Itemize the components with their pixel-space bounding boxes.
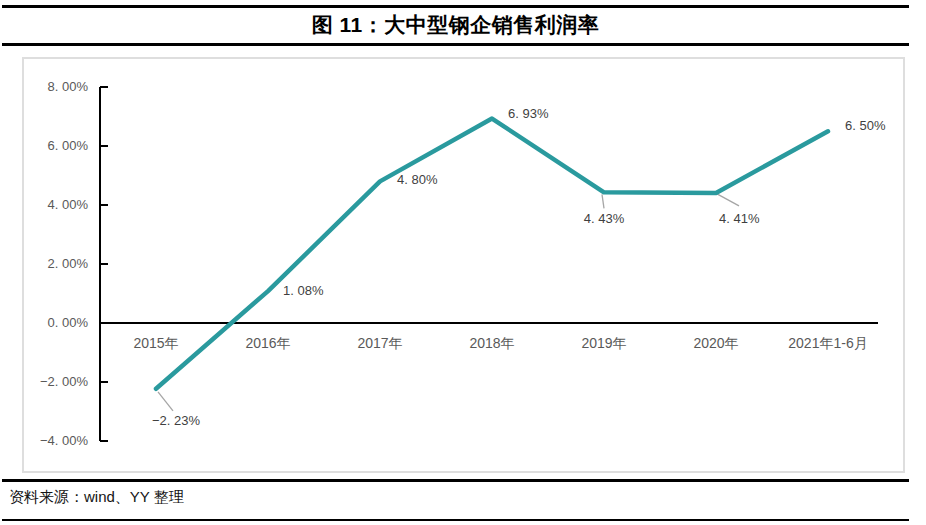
source-note: 资料来源：wind、YY 整理 (9, 488, 184, 507)
source-divider-rule (2, 479, 909, 482)
chart-title: 图 11：大中型钢企销售利润率 (0, 11, 911, 39)
chart-frame (22, 57, 905, 473)
bottom-rule (2, 519, 909, 521)
title-divider-rule (2, 43, 909, 46)
top-rule (2, 5, 909, 8)
report-figure-page: 图 11：大中型钢企销售利润率 8. 00%6. 00%4. 00%2. 00%… (0, 0, 926, 525)
